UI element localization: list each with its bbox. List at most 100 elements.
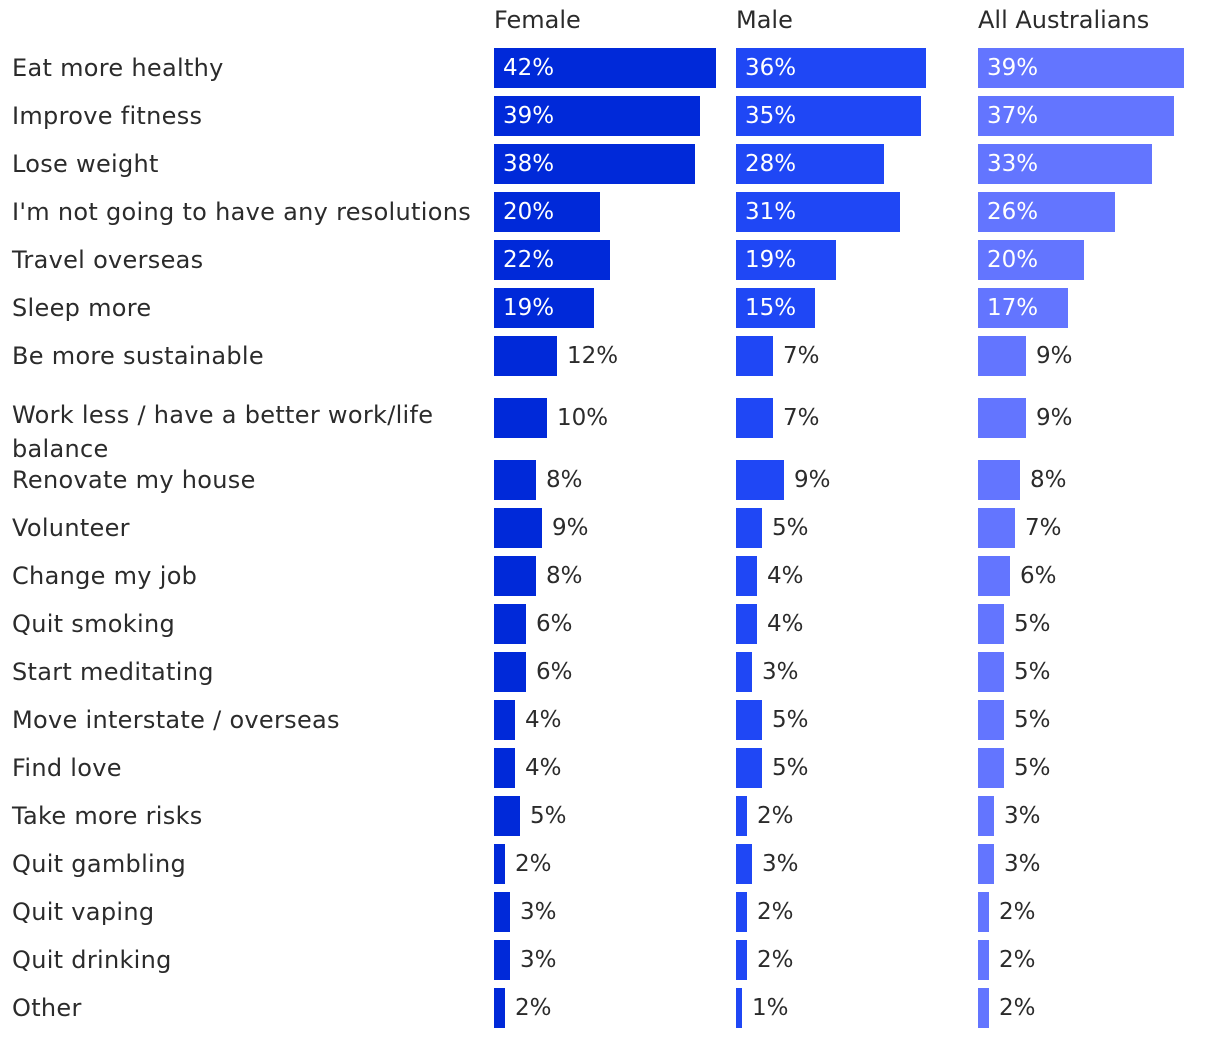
category-label-text: Start meditating	[12, 658, 214, 686]
bar-all-australians-be-more-sustainable	[978, 336, 1026, 376]
category-label-text: Eat more healthy	[12, 54, 224, 82]
category-label-text: Quit drinking	[12, 946, 172, 974]
data-label-all-australians: 33%	[987, 151, 1039, 177]
data-label-female: 19%	[503, 295, 555, 321]
data-label-female: 2%	[515, 851, 552, 877]
bar-male-other	[736, 988, 742, 1028]
data-label-male: 4%	[767, 611, 804, 637]
category-label-text: Be more sustainable	[12, 342, 264, 370]
bar-male-sleep-more	[736, 288, 815, 328]
category-label: Quit smoking	[12, 604, 482, 644]
series-header-male: Male	[736, 6, 793, 34]
category-label-text: I'm not going to have any resolutions	[12, 198, 472, 226]
data-label-female: 22%	[503, 247, 555, 273]
bar-male-take-more-risks	[736, 796, 747, 836]
category-label-text: Find love	[12, 754, 122, 782]
bar-female-travel-overseas	[494, 240, 610, 280]
category-label: Take more risks	[12, 796, 482, 836]
bar-female-quit-smoking	[494, 604, 526, 644]
data-label-female: 4%	[525, 707, 562, 733]
category-label-text: Quit gambling	[12, 850, 187, 878]
category-label: Move interstate / overseas	[12, 700, 482, 740]
bar-all-australians-volunteer	[978, 508, 1015, 548]
category-label-text: Sleep more	[12, 294, 152, 322]
category-label-text: Quit vaping	[12, 898, 155, 926]
category-label: Work less / have a better work/life bala…	[12, 398, 482, 466]
bar-all-australians-renovate-my-house	[978, 460, 1020, 500]
data-label-all-australians: 5%	[1014, 611, 1051, 637]
data-label-all-australians: 37%	[987, 103, 1039, 129]
category-label-text: Lose weight	[12, 150, 159, 178]
bar-all-australians-work-less-have-a-better-work-life-balance	[978, 398, 1026, 438]
bar-male-move-interstate-overseas	[736, 700, 762, 740]
data-label-male: 7%	[783, 343, 820, 369]
bar-female-quit-vaping	[494, 892, 510, 932]
data-label-female: 6%	[536, 659, 573, 685]
bar-female-be-more-sustainable	[494, 336, 557, 376]
category-label: Travel overseas	[12, 240, 482, 280]
bar-all-australians-quit-gambling	[978, 844, 994, 884]
bar-male-quit-smoking	[736, 604, 757, 644]
data-label-male: 19%	[745, 247, 797, 273]
bar-female-sleep-more	[494, 288, 594, 328]
bar-male-quit-vaping	[736, 892, 747, 932]
data-label-female: 6%	[536, 611, 573, 637]
bar-all-australians-change-my-job	[978, 556, 1010, 596]
bar-female-renovate-my-house	[494, 460, 536, 500]
data-label-female: 4%	[525, 755, 562, 781]
data-label-female: 8%	[546, 467, 583, 493]
data-label-female: 3%	[520, 947, 557, 973]
category-label: Change my job	[12, 556, 482, 596]
bar-all-australians-find-love	[978, 748, 1004, 788]
bar-female-quit-drinking	[494, 940, 510, 980]
bar-all-australians-eat-more-healthy	[978, 48, 1184, 88]
bar-male-quit-gambling	[736, 844, 752, 884]
data-label-male: 36%	[745, 55, 797, 81]
category-label-text: Travel overseas	[12, 246, 204, 274]
bar-male-be-more-sustainable	[736, 336, 773, 376]
bar-male-work-less-have-a-better-work-life-balance	[736, 398, 773, 438]
data-label-female: 8%	[546, 563, 583, 589]
bar-all-australians-quit-drinking	[978, 940, 989, 980]
category-label: Volunteer	[12, 508, 482, 548]
bar-female-work-less-have-a-better-work-life-balance	[494, 398, 547, 438]
bar-male-eat-more-healthy	[736, 48, 926, 88]
bar-male-find-love	[736, 748, 762, 788]
category-label: I'm not going to have any resolutions	[12, 192, 482, 232]
bar-female-change-my-job	[494, 556, 536, 596]
data-label-male: 9%	[794, 467, 831, 493]
category-label: Be more sustainable	[12, 336, 482, 376]
data-label-female: 12%	[567, 343, 619, 369]
category-label-text: Other	[12, 994, 82, 1022]
bar-female-move-interstate-overseas	[494, 700, 515, 740]
data-label-all-australians: 26%	[987, 199, 1039, 225]
data-label-all-australians: 2%	[999, 995, 1036, 1021]
bar-male-quit-drinking	[736, 940, 747, 980]
data-label-female: 3%	[520, 899, 557, 925]
bar-female-take-more-risks	[494, 796, 520, 836]
data-label-all-australians: 7%	[1025, 515, 1062, 541]
bar-all-australians-i-m-not-going-to-have-any-resolutions	[978, 192, 1115, 232]
category-label-text: Work less / have a better work/life bala…	[12, 401, 434, 463]
data-label-all-australians: 17%	[987, 295, 1039, 321]
bar-female-i-m-not-going-to-have-any-resolutions	[494, 192, 600, 232]
bar-all-australians-improve-fitness	[978, 96, 1174, 136]
data-label-male: 5%	[772, 515, 809, 541]
data-label-male: 7%	[783, 405, 820, 431]
category-label: Quit vaping	[12, 892, 482, 932]
data-label-male: 2%	[757, 947, 794, 973]
bar-all-australians-other	[978, 988, 989, 1028]
bar-all-australians-move-interstate-overseas	[978, 700, 1004, 740]
data-label-female: 10%	[557, 405, 609, 431]
bar-female-lose-weight	[494, 144, 695, 184]
data-label-all-australians: 5%	[1014, 755, 1051, 781]
data-label-all-australians: 5%	[1014, 659, 1051, 685]
category-label: Eat more healthy	[12, 48, 482, 88]
data-label-female: 9%	[552, 515, 589, 541]
category-label: Find love	[12, 748, 482, 788]
category-label: Improve fitness	[12, 96, 482, 136]
category-label: Renovate my house	[12, 460, 482, 500]
bar-all-australians-take-more-risks	[978, 796, 994, 836]
bar-all-australians-sleep-more	[978, 288, 1068, 328]
data-label-all-australians: 2%	[999, 947, 1036, 973]
